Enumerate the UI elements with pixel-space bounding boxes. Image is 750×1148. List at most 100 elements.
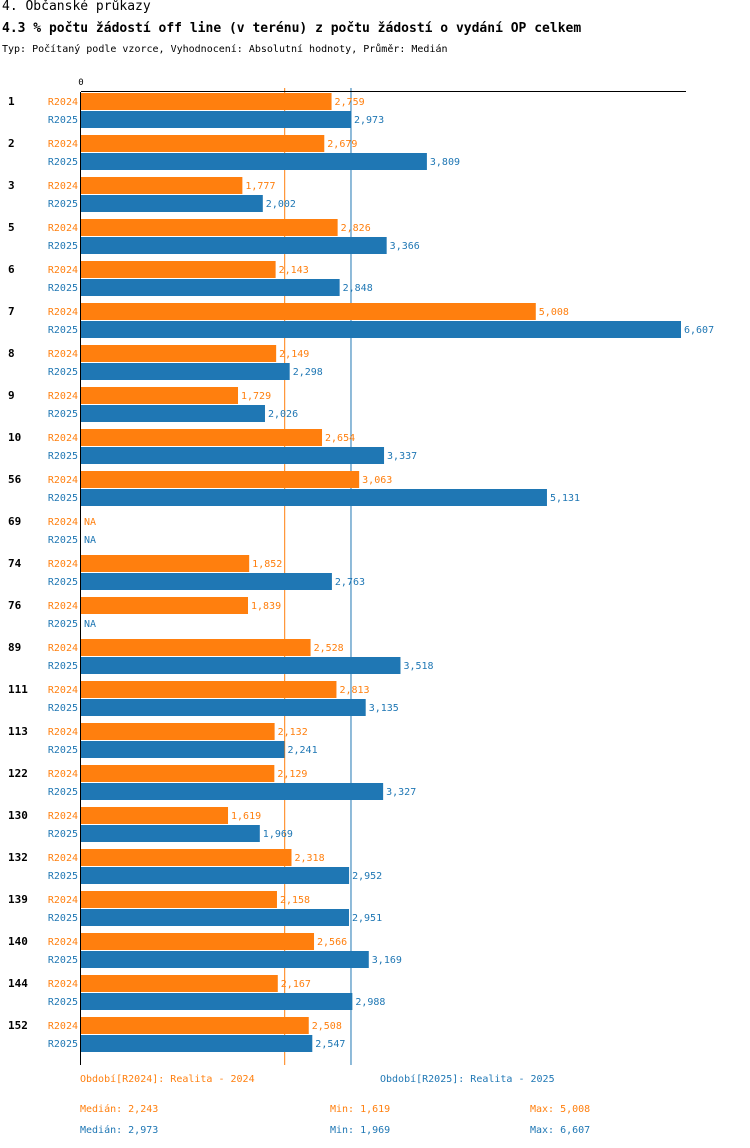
category-label: 3 (8, 179, 15, 192)
bar-r2024 (81, 849, 292, 866)
category-label: 2 (8, 137, 15, 150)
bar-r2024 (81, 597, 249, 614)
category-label: 113 (8, 725, 28, 738)
data-label-r2025: 2,951 (352, 913, 382, 924)
data-label-r2024: 2,566 (317, 937, 347, 948)
category-label: 111 (8, 683, 28, 696)
data-label-r2024: NA (84, 517, 96, 528)
bar-r2024 (81, 261, 276, 278)
series-label-r2024: R2024 (48, 685, 78, 696)
stat-min-r2024: Min: 1,619 (330, 1104, 391, 1115)
series-label-r2025: R2025 (48, 997, 78, 1008)
data-label-r2025: 2,848 (343, 283, 373, 294)
bar-r2024 (81, 975, 278, 992)
category-label: 8 (8, 347, 15, 360)
data-label-r2025: 2,241 (288, 745, 318, 756)
bar-r2025 (81, 951, 369, 968)
category-label: 76 (8, 599, 22, 612)
stat-min-r2025: Min: 1,969 (330, 1125, 391, 1136)
stat-max-r2025: Max: 6,607 (530, 1125, 591, 1136)
data-label-r2024: 3,063 (362, 475, 392, 486)
data-label-r2024: 2,158 (280, 895, 310, 906)
data-label-r2025: 1,969 (263, 829, 293, 840)
category-label: 130 (8, 809, 28, 822)
bar-r2024 (81, 807, 229, 824)
series-label-r2025: R2025 (48, 577, 78, 588)
category-label: 74 (8, 557, 22, 570)
series-label-r2025: R2025 (48, 325, 78, 336)
series-label-r2025: R2025 (48, 787, 78, 798)
data-label-r2024: 2,132 (278, 727, 308, 738)
series-label-r2024: R2024 (48, 433, 78, 444)
series-label-r2025: R2025 (48, 409, 78, 420)
data-label-r2025: 2,988 (355, 997, 385, 1008)
series-label-r2025: R2025 (48, 829, 78, 840)
series-label-r2025: R2025 (48, 661, 78, 672)
series-label-r2024: R2024 (48, 643, 78, 654)
data-label-r2024: 2,813 (339, 685, 369, 696)
series-label-r2025: R2025 (48, 199, 78, 210)
data-label-r2025: 3,518 (403, 661, 433, 672)
category-label: 9 (8, 389, 15, 402)
x-tick-label: 0 (78, 78, 83, 88)
series-label-r2025: R2025 (48, 703, 78, 714)
bar-r2024 (81, 555, 250, 572)
bar-r2024 (81, 1017, 309, 1034)
data-label-r2024: 1,729 (241, 391, 271, 402)
category-label: 140 (8, 935, 28, 948)
series-label-r2024: R2024 (48, 181, 78, 192)
data-label-r2025: 2,952 (352, 871, 382, 882)
series-label-r2025: R2025 (48, 619, 78, 630)
series-label-r2025: R2025 (48, 115, 78, 126)
category-label: 144 (8, 977, 28, 990)
series-label-r2025: R2025 (48, 157, 78, 168)
series-label-r2024: R2024 (48, 223, 78, 234)
data-label-r2024: 1,619 (231, 811, 261, 822)
series-label-r2025: R2025 (48, 913, 78, 924)
data-label-r2025: 2,763 (335, 577, 365, 588)
data-label-r2024: 1,777 (245, 181, 275, 192)
series-label-r2025: R2025 (48, 493, 78, 504)
bar-r2025 (81, 867, 350, 884)
bar-r2025 (81, 489, 547, 506)
data-label-r2024: 2,826 (341, 223, 371, 234)
bar-r2025 (81, 825, 260, 842)
series-label-r2025: R2025 (48, 367, 78, 378)
bar-r2025 (81, 741, 285, 758)
data-label-r2024: 2,149 (279, 349, 309, 360)
bar-r2024 (81, 933, 315, 950)
bar-r2024 (81, 681, 337, 698)
data-label-r2024: 5,008 (539, 307, 569, 318)
data-label-r2024: 2,759 (335, 97, 365, 108)
legend-r2025: Období[R2025]: Realita - 2025 (380, 1074, 555, 1085)
data-label-r2024: 1,852 (252, 559, 282, 570)
bar-r2025 (81, 405, 265, 422)
data-label-r2025: 2,002 (266, 199, 296, 210)
bar-r2024 (81, 345, 277, 362)
data-label-r2025: 3,169 (372, 955, 402, 966)
bar-r2024 (81, 135, 325, 152)
legend-r2024: Období[R2024]: Realita - 2024 (80, 1074, 255, 1085)
bar-r2024 (81, 891, 277, 908)
series-label-r2024: R2024 (48, 139, 78, 150)
category-label: 5 (8, 221, 15, 234)
bar-r2025 (81, 573, 332, 590)
data-label-r2024: 2,679 (327, 139, 357, 150)
bar-r2025 (81, 993, 353, 1010)
series-label-r2024: R2024 (48, 265, 78, 276)
bar-r2025 (81, 153, 427, 170)
series-label-r2024: R2024 (48, 979, 78, 990)
series-label-r2025: R2025 (48, 535, 78, 546)
series-label-r2024: R2024 (48, 517, 78, 528)
data-label-r2025: 6,607 (684, 325, 714, 336)
data-label-r2024: 2,528 (314, 643, 344, 654)
series-label-r2024: R2024 (48, 601, 78, 612)
bar-r2024 (81, 387, 239, 404)
bar-r2024 (81, 303, 536, 320)
series-label-r2024: R2024 (48, 559, 78, 570)
data-label-r2024: 2,129 (277, 769, 307, 780)
data-label-r2025: 3,135 (369, 703, 399, 714)
bar-r2024 (81, 723, 275, 740)
data-label-r2024: 1,839 (251, 601, 281, 612)
category-label: 139 (8, 893, 28, 906)
